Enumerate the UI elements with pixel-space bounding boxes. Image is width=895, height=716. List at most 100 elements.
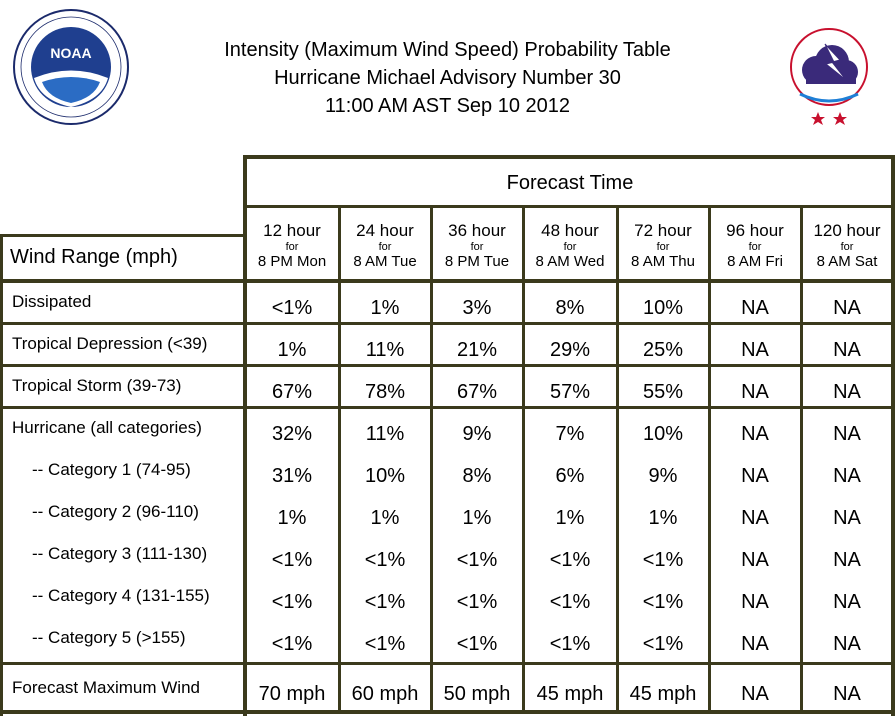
column-valid-time: 8 PM Mon xyxy=(257,253,327,270)
table-cell: 21% xyxy=(456,339,498,361)
header-col-sep xyxy=(338,205,341,280)
column-header: 48 hour for 8 AM Wed xyxy=(523,208,617,280)
column-for: for xyxy=(748,241,762,253)
table-cell: NA xyxy=(833,465,861,487)
wind-range-header: Wind Range (mph) xyxy=(10,246,178,268)
column-for: for xyxy=(563,241,577,253)
column-for: for xyxy=(470,241,484,253)
table-cell: NA xyxy=(833,591,861,613)
table-cell: 10% xyxy=(642,423,684,445)
row-label: Tropical Storm (39-73) xyxy=(12,376,182,395)
column-header: 36 hour for 8 PM Tue xyxy=(431,208,523,280)
page-title: Intensity (Maximum Wind Speed) Probabili… xyxy=(160,36,735,120)
svg-text:NOAA: NOAA xyxy=(50,45,91,61)
table-cell: 29% xyxy=(549,339,591,361)
row-label: -- Category 3 (111-130) xyxy=(32,544,208,563)
table-cell: NA xyxy=(833,549,861,571)
table-cell: <1% xyxy=(549,591,591,613)
forecast-time-header: Forecast Time xyxy=(506,171,634,194)
body-col-sep xyxy=(800,280,803,712)
row-label: -- Category 1 (74-95) xyxy=(32,460,191,479)
column-hours: 96 hour xyxy=(726,221,784,240)
table-cell: 60 mph xyxy=(351,683,419,705)
table-cell: NA xyxy=(741,339,769,361)
column-header: 96 hour for 8 AM Fri xyxy=(709,208,801,280)
table-cell: NA xyxy=(741,683,769,705)
table-cell: 1% xyxy=(462,507,492,529)
nws-logo xyxy=(770,8,888,126)
table-cell: 9% xyxy=(462,423,492,445)
header: NOAA Intensity (Maximum Wind Speed) Prob… xyxy=(0,0,895,150)
column-for: for xyxy=(656,241,670,253)
column-for: for xyxy=(378,241,392,253)
column-valid-time: 8 PM Tue xyxy=(444,253,510,270)
table-cell: 7% xyxy=(555,423,585,445)
table-cell: <1% xyxy=(456,591,498,613)
row-sep xyxy=(0,322,895,325)
title-line-1: Intensity (Maximum Wind Speed) Probabili… xyxy=(224,39,671,61)
table-cell: <1% xyxy=(456,549,498,571)
table-cell: 57% xyxy=(549,381,591,403)
body-col-sep xyxy=(243,280,246,712)
table-cell: NA xyxy=(741,507,769,529)
body-col-sep xyxy=(708,280,711,712)
column-header: 72 hour for 8 AM Thu xyxy=(617,208,709,280)
table-cell: NA xyxy=(741,465,769,487)
column-hours: 72 hour xyxy=(634,221,692,240)
header-col-sep xyxy=(708,205,711,280)
table-cell: <1% xyxy=(271,591,313,613)
table-cell: <1% xyxy=(364,591,406,613)
column-valid-time: 8 AM Tue xyxy=(353,253,417,270)
table-cell: 45 mph xyxy=(629,683,697,705)
column-for: for xyxy=(285,241,299,253)
column-hours: 36 hour xyxy=(448,221,506,240)
table-cell: 8% xyxy=(555,297,585,319)
table-cell: NA xyxy=(741,423,769,445)
table-cell: <1% xyxy=(364,549,406,571)
table-cell: 10% xyxy=(642,297,684,319)
table-cell: 1% xyxy=(555,507,585,529)
column-hours: 48 hour xyxy=(541,221,599,240)
table-cell: <1% xyxy=(549,549,591,571)
table-cell: 9% xyxy=(648,465,678,487)
column-header: 12 hour for 8 PM Mon xyxy=(245,208,339,280)
header-col-sep xyxy=(430,205,433,280)
table-cell: 1% xyxy=(277,507,307,529)
column-valid-time: 8 AM Sat xyxy=(816,253,878,270)
table-cell: NA xyxy=(833,683,861,705)
row-label: -- Category 4 (131-155) xyxy=(32,586,210,605)
row-label: Hurricane (all categories) xyxy=(12,418,202,437)
table-cell: <1% xyxy=(642,591,684,613)
table-cell: NA xyxy=(741,297,769,319)
table-cell: <1% xyxy=(456,633,498,655)
table-cell: 11% xyxy=(365,339,405,361)
table-cell: 70 mph xyxy=(258,683,326,705)
table-cell: 6% xyxy=(555,465,585,487)
header-col-sep xyxy=(522,205,525,280)
title-line-2: Hurricane Michael Advisory Number 30 xyxy=(274,67,621,89)
table-cell: 45 mph xyxy=(536,683,604,705)
table-cell: 31% xyxy=(271,465,313,487)
table-cell: 1% xyxy=(648,507,678,529)
column-hours: 12 hour xyxy=(263,221,321,240)
column-valid-time: 8 AM Fri xyxy=(727,253,783,270)
table-cell: <1% xyxy=(549,633,591,655)
table-cell: <1% xyxy=(271,549,313,571)
table-cell: 55% xyxy=(642,381,684,403)
table-cell: 1% xyxy=(370,507,400,529)
table-cell: NA xyxy=(741,633,769,655)
table-cell: NA xyxy=(833,423,861,445)
row-label: -- Category 5 (>155) xyxy=(32,628,186,647)
header-col-sep xyxy=(616,205,619,280)
row-label: Tropical Depression (<39) xyxy=(12,334,208,353)
border-wind-top xyxy=(0,234,247,237)
body-col-sep xyxy=(430,280,433,712)
table-cell: <1% xyxy=(271,297,313,319)
table-cell: NA xyxy=(741,591,769,613)
table-cell: 50 mph xyxy=(443,683,511,705)
border-top xyxy=(243,155,895,159)
table-cell: <1% xyxy=(642,549,684,571)
row-sep xyxy=(0,662,895,665)
border-header-bottom xyxy=(0,279,895,283)
